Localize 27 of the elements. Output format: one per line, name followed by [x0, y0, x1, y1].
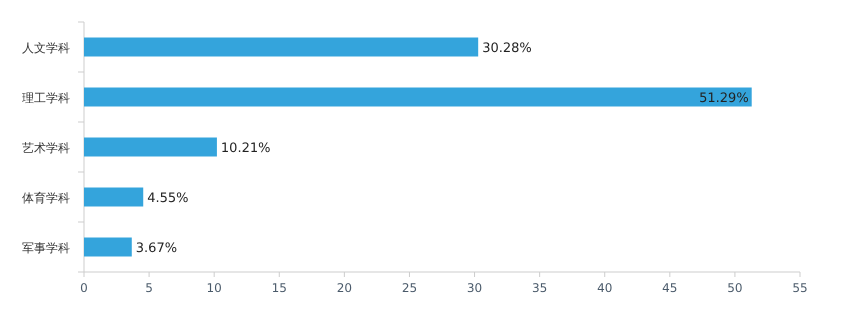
y-tick-label: 艺术学科: [22, 141, 70, 155]
bar: [84, 138, 217, 156]
x-tick-label: 25: [402, 281, 418, 295]
data-label: 3.67%: [136, 241, 178, 256]
bar: [84, 188, 144, 206]
bar: [84, 238, 132, 256]
bar: [84, 88, 752, 106]
bar: [84, 38, 478, 56]
data-label: 4.55%: [147, 191, 189, 206]
x-tick-label: 20: [336, 281, 352, 295]
x-tick-label: 40: [597, 281, 612, 295]
x-tick-label: 50: [727, 281, 743, 295]
x-tick-label: 30: [466, 281, 482, 295]
data-label: 10.21%: [220, 141, 270, 156]
x-tick-label: 10: [206, 281, 222, 295]
x-tick-label: 15: [272, 281, 287, 295]
y-tick-label: 军事学科: [22, 241, 70, 255]
y-tick-label: 人文学科: [22, 41, 70, 55]
data-label: 30.28%: [482, 41, 532, 56]
x-tick-label: 5: [145, 281, 153, 295]
x-tick-label: 45: [662, 281, 678, 295]
x-tick-label: 35: [532, 281, 548, 295]
x-tick-label: 55: [792, 281, 808, 295]
x-tick-label: 0: [80, 281, 88, 295]
y-tick-label: 体育学科: [22, 191, 70, 205]
y-tick-label: 理工学科: [22, 91, 70, 105]
data-label: 51.29%: [699, 91, 749, 106]
